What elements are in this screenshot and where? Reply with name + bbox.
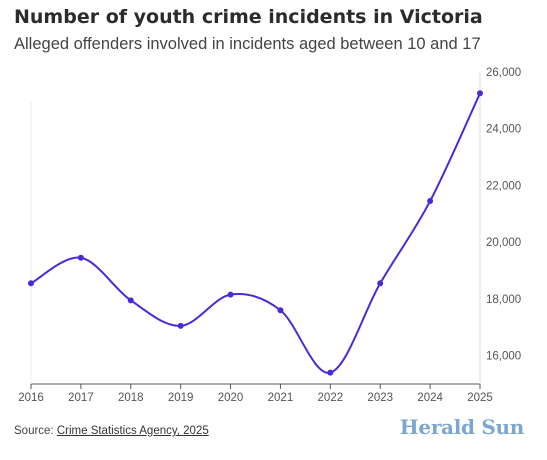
y-tick-label: 20,000 bbox=[486, 237, 521, 249]
data-point-2017[interactable] bbox=[77, 254, 84, 261]
x-tick-label: 2018 bbox=[118, 392, 144, 404]
chart-subtitle: Alleged offenders involved in incidents … bbox=[14, 35, 481, 53]
x-tick-label: 2019 bbox=[168, 392, 194, 404]
series-layer bbox=[28, 90, 483, 376]
data-point-2025[interactable] bbox=[477, 90, 483, 97]
y-tick-label: 22,000 bbox=[486, 180, 521, 192]
data-point-2019[interactable] bbox=[177, 322, 184, 329]
x-tick-label: 2022 bbox=[318, 392, 344, 404]
source-prefix: Source: bbox=[14, 425, 57, 437]
y-tick-label: 16,000 bbox=[486, 351, 521, 363]
data-point-2024[interactable] bbox=[427, 198, 434, 205]
x-tick-label: 2023 bbox=[367, 392, 393, 404]
herald-sun-logo: Herald Sun bbox=[399, 415, 525, 439]
x-tick-label: 2024 bbox=[417, 392, 443, 404]
x-tick-label: 2020 bbox=[218, 392, 244, 404]
data-point-2020[interactable] bbox=[227, 291, 234, 298]
tick-labels: 2016 2017 2018 2019 2020 2021 2022 2023 2024 2025… bbox=[18, 67, 521, 404]
data-point-2021[interactable] bbox=[277, 307, 284, 314]
source-link[interactable]: Crime Statistics Agency, 2025 bbox=[56, 425, 209, 437]
y-tick-label: 26,000 bbox=[486, 67, 521, 79]
chart-title: Number of youth crime incidents in Victo… bbox=[14, 6, 483, 28]
y-tick-label: 24,000 bbox=[486, 124, 521, 136]
data-point-2018[interactable] bbox=[127, 297, 134, 304]
series-line bbox=[30, 92, 481, 374]
x-tick-label: 2025 bbox=[467, 392, 493, 404]
data-point-2023[interactable] bbox=[377, 280, 384, 287]
x-tick-label: 2021 bbox=[268, 392, 294, 404]
x-tick-label: 2017 bbox=[68, 392, 94, 404]
y-tick-label: 18,000 bbox=[486, 294, 521, 306]
data-point-2016[interactable] bbox=[28, 280, 34, 287]
x-tick-label: 2016 bbox=[18, 392, 44, 404]
data-point-2022[interactable] bbox=[327, 369, 334, 376]
chart-axes bbox=[30, 72, 481, 389]
source-note: Source: Crime Statistics Agency, 2025 bbox=[14, 425, 209, 437]
